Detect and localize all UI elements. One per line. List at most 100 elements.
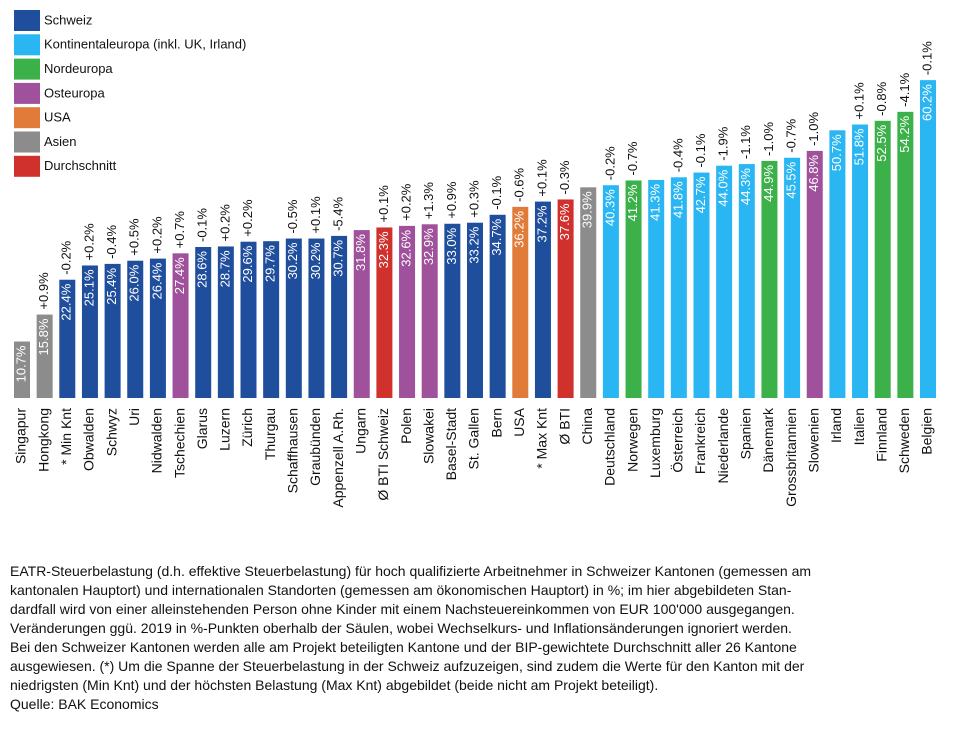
change-label: -0.6% (512, 167, 527, 201)
bar (920, 80, 936, 399)
x-tick-label: Schaffhausen (285, 408, 301, 493)
value-label: 26.0% (127, 264, 142, 301)
bar (14, 341, 30, 398)
value-label: 33.2% (466, 226, 481, 263)
bar (784, 157, 801, 398)
footnote-line: Veränderungen ggü. 2019 in %-Punkten obe… (10, 620, 792, 636)
value-label: 27.4% (172, 257, 187, 294)
x-tick-label: Uri (126, 408, 142, 426)
bar (467, 222, 483, 398)
bar (127, 260, 144, 398)
value-label: 33.0% (444, 227, 459, 264)
footnote-line: EATR-Steuerbelastung (d.h. effektive Ste… (10, 563, 812, 579)
value-label: 41.8% (670, 181, 685, 218)
x-tick-label: Ø BTI (556, 408, 572, 445)
legend-label: Osteuropa (44, 85, 105, 100)
chart: Schweiz Kontinentaleuropa (inkl. UK, Irla… (13, 10, 936, 508)
bar (331, 235, 348, 398)
x-tick-label: Glarus (194, 408, 210, 449)
change-label: +0.1% (308, 196, 323, 234)
x-tick-label: Tschechien (171, 408, 187, 478)
bar (580, 187, 597, 398)
bar (376, 227, 393, 398)
bar (263, 241, 280, 398)
change-label: -4.1% (897, 72, 912, 106)
bar (489, 214, 506, 398)
value-label: 37.6% (557, 203, 572, 240)
footnote-line: dardfall wird von einer alleinstehenden … (10, 601, 795, 617)
bar (534, 201, 551, 398)
bar (36, 314, 53, 398)
change-label: -0.4% (104, 224, 119, 258)
change-label: -0.1% (919, 41, 934, 75)
x-tick-label: Singapur (13, 408, 29, 464)
value-label: 15.8% (36, 318, 51, 355)
value-label: 22.4% (59, 283, 74, 320)
bar (172, 253, 189, 398)
change-label: -0.1% (195, 208, 210, 242)
x-tick-label: Schweden (896, 408, 912, 473)
x-tick-label: Zürich (239, 408, 255, 447)
x-tick-label: Ø BTI Schweiz (375, 408, 391, 501)
change-label: -1.0% (761, 122, 776, 156)
bar (829, 130, 846, 398)
change-label: -0.1% (489, 175, 504, 209)
value-label: 32.9% (421, 228, 436, 265)
x-tick-label: Dänemark (760, 407, 776, 473)
bar (195, 246, 212, 398)
x-tick-label: Basel-Stadt (443, 408, 459, 480)
bar (399, 225, 416, 398)
legend-swatch (14, 58, 40, 80)
change-label: -0.1% (693, 133, 708, 167)
x-tick-label: St. Gallen (466, 408, 482, 469)
x-tick-label: Deutschland (602, 408, 618, 486)
value-label: 29.6% (240, 245, 255, 282)
x-tick-label: Irland (828, 408, 844, 443)
x-tick-label: * Min Knt (58, 408, 74, 465)
legend-swatch (14, 131, 40, 153)
page: {"chart_data": {"type": "bar", "legend":… (10, 10, 936, 712)
bar (217, 246, 234, 398)
bar (897, 111, 914, 398)
bar (874, 120, 891, 399)
change-label: -0.2% (602, 146, 617, 180)
bar (512, 206, 529, 398)
change-label: -0.7% (625, 141, 640, 175)
change-label: +0.9% (36, 272, 51, 310)
legend-label: Kontinentaleuropa (inkl. UK, Irland) (44, 37, 246, 52)
value-label: 37.2% (534, 205, 549, 242)
change-label: -0.3% (557, 160, 572, 194)
value-label: 28.6% (195, 251, 210, 288)
x-tick-label: Slowakei (420, 408, 436, 464)
value-label: 34.7% (489, 218, 504, 255)
legend-swatch (14, 107, 40, 129)
value-label: 25.1% (81, 269, 96, 306)
value-label: 36.2% (512, 210, 527, 247)
value-label: 42.7% (693, 176, 708, 213)
bar (421, 224, 438, 398)
legend-label: Schweiz (44, 12, 92, 27)
value-label: 30.2% (308, 242, 323, 279)
x-tick-label: Ungarn (352, 408, 368, 454)
value-label: 39.9% (580, 191, 595, 228)
bar (806, 150, 823, 398)
change-label: -0.8% (874, 81, 889, 115)
value-label: 41.3% (648, 184, 663, 221)
bar (444, 223, 461, 398)
legend-label: Asien (44, 134, 77, 149)
x-tick-label: Nidwalden (149, 408, 165, 473)
value-label: 46.8% (806, 154, 821, 191)
change-label: +0.1% (376, 185, 391, 223)
footnote: EATR-Steuerbelastung (d.h. effektive Ste… (10, 562, 950, 714)
bar (716, 165, 733, 398)
x-tick-label: Luzern (217, 408, 233, 451)
x-tick-label: Thurgau (262, 408, 278, 460)
bar (602, 185, 619, 398)
value-label: 32.3% (376, 231, 391, 268)
x-tick-label: Finnland (873, 408, 889, 462)
x-tick-label: Italien (851, 408, 867, 445)
footnote-line: Bei den Schweizer Kantonen werden alle a… (10, 639, 797, 655)
bar (81, 265, 98, 398)
value-label: 31.8% (353, 234, 368, 271)
value-label: 52.5% (874, 124, 889, 161)
